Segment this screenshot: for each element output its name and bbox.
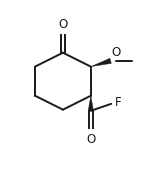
Text: O: O bbox=[58, 18, 68, 31]
Polygon shape bbox=[91, 58, 111, 67]
Text: O: O bbox=[86, 133, 95, 146]
Text: F: F bbox=[115, 96, 121, 109]
Text: O: O bbox=[112, 46, 121, 59]
Polygon shape bbox=[88, 96, 93, 111]
